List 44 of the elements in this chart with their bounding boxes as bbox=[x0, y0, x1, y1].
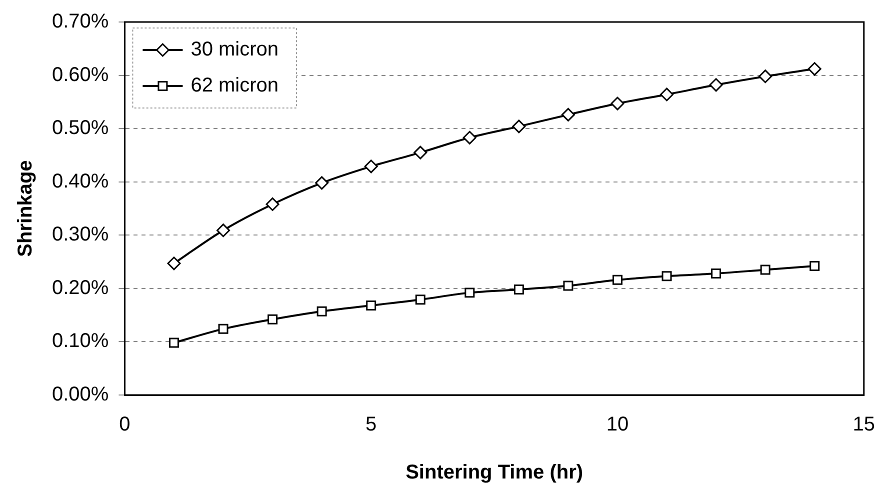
point bbox=[218, 324, 228, 334]
point bbox=[315, 176, 329, 190]
point bbox=[464, 288, 475, 298]
y-tick-label: 0.10% bbox=[52, 330, 109, 352]
x-tick-label: 10 bbox=[606, 414, 629, 436]
legend-label: 30 micron bbox=[190, 38, 279, 61]
x-tick-label: 15 bbox=[852, 414, 875, 436]
y-tick-label: 0.00% bbox=[52, 384, 109, 406]
point bbox=[612, 274, 622, 285]
point bbox=[462, 130, 476, 144]
point bbox=[415, 294, 426, 305]
y-tick-label: 0.70% bbox=[52, 10, 109, 33]
x-tick-label: 5 bbox=[366, 414, 377, 436]
point bbox=[268, 314, 278, 324]
point bbox=[760, 264, 770, 275]
y-tick-label: 0.30% bbox=[52, 224, 109, 246]
x-tick-label: 0 bbox=[119, 414, 130, 436]
point bbox=[810, 261, 820, 272]
point bbox=[709, 78, 723, 92]
point bbox=[758, 70, 772, 84]
y-tick-label: 0.50% bbox=[52, 117, 109, 140]
point bbox=[563, 280, 574, 291]
point bbox=[316, 306, 327, 316]
point bbox=[808, 62, 822, 76]
point bbox=[662, 271, 672, 282]
point bbox=[168, 338, 179, 348]
y-tick-label: 0.40% bbox=[52, 170, 109, 192]
point bbox=[711, 268, 722, 278]
point bbox=[514, 284, 524, 294]
point bbox=[512, 120, 526, 134]
point bbox=[366, 300, 376, 310]
point bbox=[561, 108, 575, 122]
y-axis-title: Shrinkage bbox=[14, 160, 37, 257]
x-axis-title: Sintering Time (hr) bbox=[406, 462, 584, 484]
point bbox=[610, 96, 624, 110]
y-tick-label: 0.20% bbox=[52, 276, 109, 299]
point bbox=[660, 88, 674, 102]
point bbox=[216, 224, 230, 238]
point bbox=[364, 160, 378, 174]
point bbox=[414, 146, 428, 160]
point bbox=[167, 256, 181, 270]
point bbox=[266, 197, 280, 211]
legend-label: 62 micron bbox=[190, 74, 279, 97]
y-tick-label: 0.60% bbox=[52, 64, 109, 86]
